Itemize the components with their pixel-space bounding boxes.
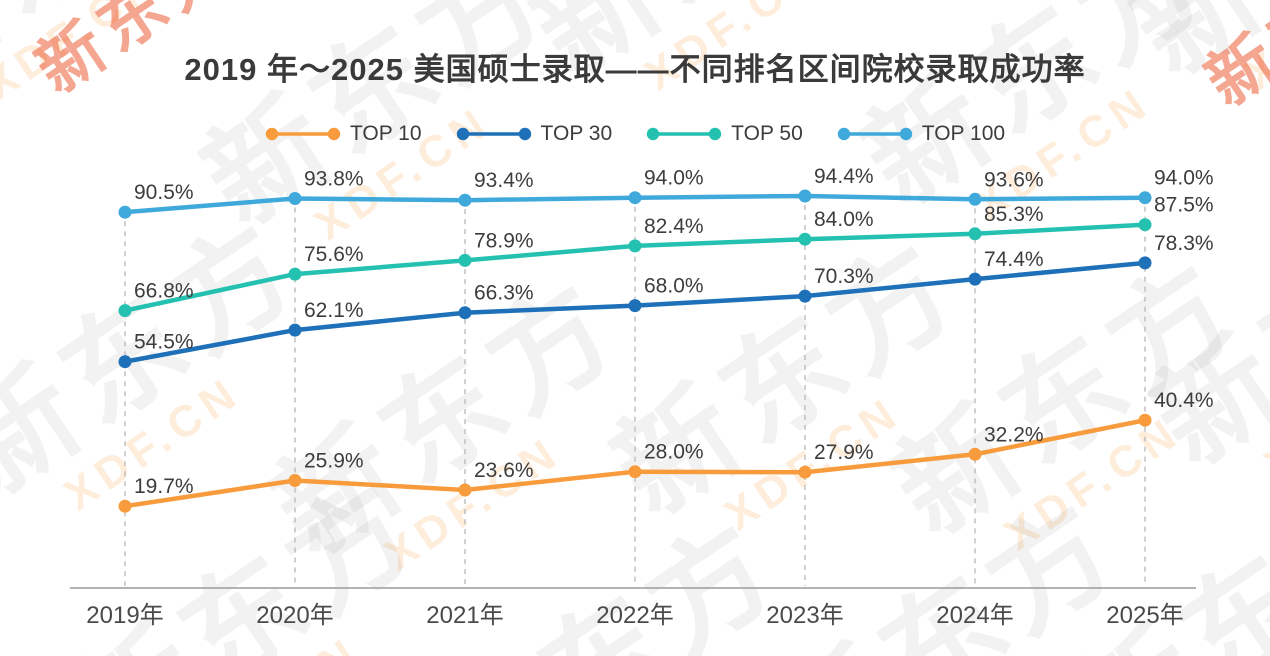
- data-label-top-30: 54.5%: [134, 331, 194, 354]
- chart-title: 2019 年～2025 美国硕士录取——不同排名区间院校录取成功率: [184, 52, 1086, 87]
- x-tick-label: 2022年: [596, 602, 673, 629]
- legend-item-top-50: TOP 50: [646, 122, 803, 146]
- data-label-top-30: 62.1%: [304, 299, 364, 322]
- data-point-top-100: [628, 191, 642, 205]
- data-label-top-10: 40.4%: [1154, 389, 1214, 412]
- data-point-top-30: [798, 289, 812, 303]
- x-tick-label: 2024年: [936, 602, 1013, 629]
- data-point-top-100: [118, 205, 132, 219]
- data-label-top-100: 93.4%: [474, 169, 534, 192]
- data-label-top-10: 28.0%: [644, 441, 704, 464]
- data-point-top-10: [288, 474, 302, 487]
- data-point-top-100: [458, 193, 472, 207]
- data-point-top-50: [118, 304, 132, 318]
- x-tick-label: 2019年: [86, 602, 163, 629]
- data-label-top-10: 19.7%: [134, 475, 194, 498]
- data-point-top-50: [1138, 218, 1152, 232]
- data-point-top-100: [1138, 191, 1152, 205]
- data-point-top-10: [798, 465, 812, 479]
- data-point-top-30: [288, 323, 302, 337]
- data-point-top-50: [458, 253, 472, 267]
- data-label-top-100: 94.0%: [644, 167, 704, 190]
- data-label-top-50: 78.9%: [474, 229, 534, 252]
- data-label-top-10: 27.9%: [814, 441, 874, 464]
- data-label-top-50: 82.4%: [644, 215, 704, 238]
- data-label-top-30: 74.4%: [984, 248, 1044, 271]
- legend-item-top-100: TOP 100: [837, 122, 1005, 146]
- data-point-top-10: [968, 447, 982, 461]
- legend-label: TOP 30: [540, 122, 613, 145]
- data-point-top-30: [458, 306, 472, 320]
- legend-label: TOP 100: [921, 122, 1006, 145]
- data-point-top-30: [118, 355, 132, 369]
- data-label-top-30: 68.0%: [644, 275, 704, 298]
- data-label-top-30: 70.3%: [814, 265, 874, 288]
- line-series-icon: [456, 127, 531, 141]
- data-label-top-10: 32.2%: [984, 423, 1044, 446]
- data-label-top-50: 75.6%: [304, 243, 364, 266]
- data-label-top-50: 84.0%: [814, 208, 874, 231]
- data-point-top-30: [968, 272, 982, 286]
- chart-legend: TOP 10 TOP 30 TOP 50 TOP 100: [0, 122, 1270, 146]
- data-point-top-10: [628, 465, 642, 479]
- data-label-top-100: 94.0%: [1154, 167, 1214, 190]
- x-tick-label: 2020年: [256, 602, 333, 629]
- data-label-top-10: 25.9%: [304, 450, 364, 473]
- data-label-top-100: 90.5%: [134, 181, 194, 204]
- legend-label: TOP 10: [349, 122, 422, 145]
- data-label-top-30: 66.3%: [474, 282, 534, 305]
- data-point-top-30: [628, 299, 642, 313]
- data-label-top-50: 85.3%: [984, 203, 1044, 226]
- data-point-top-10: [458, 483, 472, 497]
- data-label-top-30: 78.3%: [1154, 232, 1214, 255]
- data-point-top-100: [968, 192, 982, 206]
- data-point-top-10: [1138, 413, 1152, 427]
- x-tick-label: 2025年: [1106, 602, 1183, 629]
- data-point-top-50: [968, 227, 982, 241]
- line-series-icon: [265, 127, 341, 141]
- data-point-top-50: [288, 267, 302, 281]
- data-label-top-100: 93.6%: [984, 168, 1044, 191]
- data-point-top-50: [798, 232, 812, 246]
- data-label-top-100: 94.4%: [814, 165, 874, 188]
- data-point-top-10: [118, 499, 132, 513]
- data-point-top-100: [798, 189, 812, 203]
- legend-label: TOP 50: [731, 122, 803, 145]
- legend-item-top-30: TOP 30: [456, 122, 613, 146]
- x-tick-label: 2023年: [766, 602, 843, 629]
- legend-item-top-10: TOP 10: [265, 122, 422, 146]
- data-label-top-50: 87.5%: [1154, 194, 1214, 217]
- x-tick-label: 2021年: [426, 602, 503, 629]
- data-label-top-50: 66.8%: [134, 280, 194, 303]
- data-point-top-50: [628, 239, 642, 253]
- data-label-top-10: 23.6%: [474, 459, 534, 482]
- data-point-top-30: [1138, 256, 1152, 270]
- line-series-icon: [646, 127, 722, 141]
- data-point-top-100: [288, 192, 302, 205]
- line-series-icon: [837, 127, 912, 141]
- data-label-top-100: 93.8%: [304, 168, 364, 191]
